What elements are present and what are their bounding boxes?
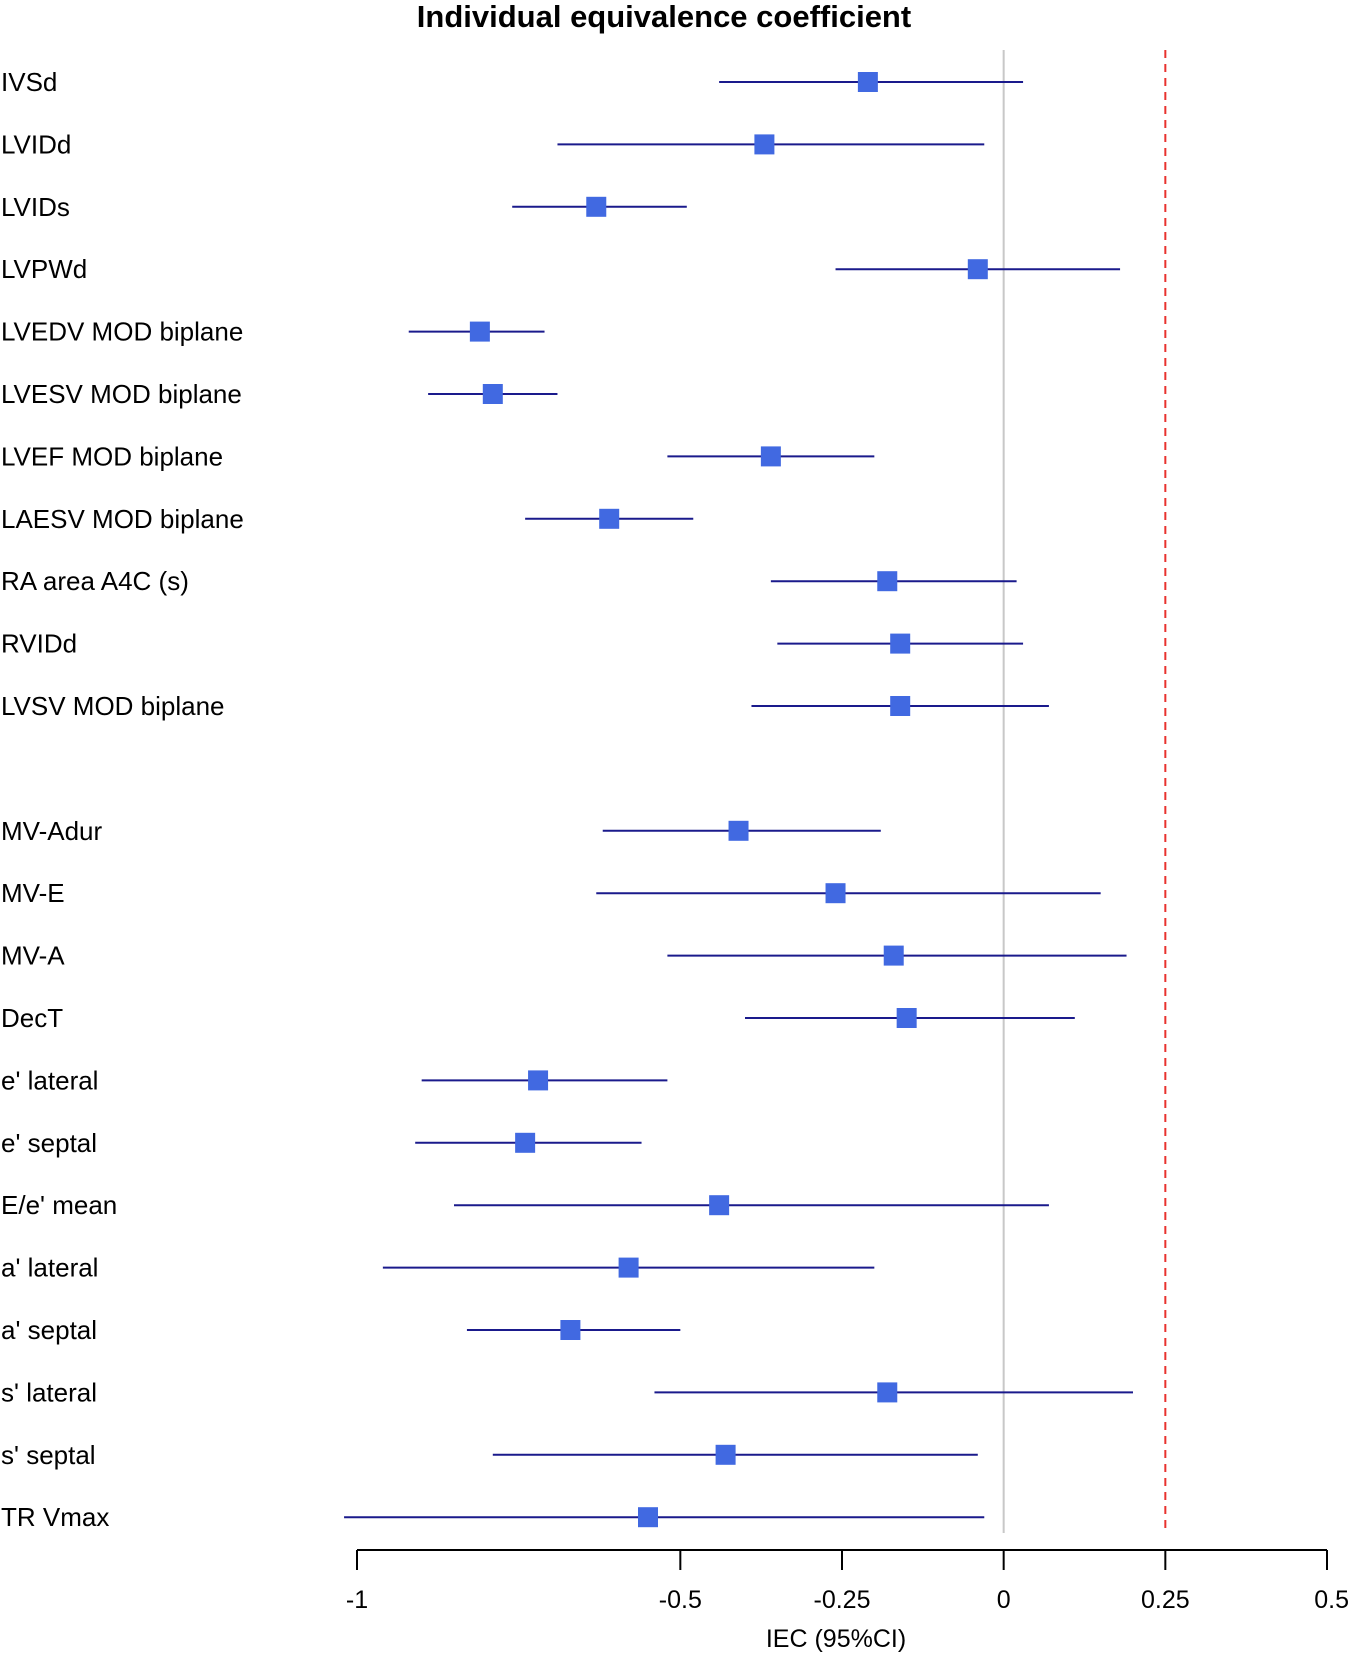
x-axis-label: IEC (95%CI) bbox=[766, 1625, 906, 1653]
row-label: LVESV MOD biplane bbox=[1, 379, 242, 409]
row-label: E/e' mean bbox=[1, 1190, 117, 1220]
estimate-marker bbox=[890, 696, 911, 716]
estimate-marker bbox=[586, 196, 607, 217]
estimate-marker bbox=[482, 384, 503, 404]
row-label: LVEF MOD biplane bbox=[1, 441, 223, 471]
estimate-marker bbox=[528, 1070, 549, 1091]
estimate-marker bbox=[728, 820, 749, 841]
estimate-marker bbox=[967, 259, 988, 280]
estimate-marker bbox=[857, 72, 878, 92]
x-tick-label: -0.25 bbox=[814, 1586, 871, 1614]
estimate-marker bbox=[638, 1507, 658, 1528]
plot-area: IVSd LVIDd LVIDs LVPWd LVEDV MOD biplane LVES… bbox=[1, 50, 1167, 1533]
estimate-marker bbox=[715, 1444, 736, 1465]
estimate-marker bbox=[883, 945, 904, 966]
estimate-marker bbox=[760, 446, 781, 467]
x-tick-label: 0.5 bbox=[1314, 1586, 1348, 1614]
estimate-marker bbox=[560, 1320, 581, 1340]
row-label: MV-Adur bbox=[1, 816, 102, 846]
estimate-marker bbox=[877, 571, 898, 592]
row-label: e' septal bbox=[1, 1128, 97, 1158]
row-label: LVEDV MOD biplane bbox=[1, 317, 243, 347]
row-label: DecT bbox=[1, 1003, 63, 1033]
x-tick-label: -0.5 bbox=[659, 1586, 702, 1614]
x-tick-label: 0.25 bbox=[1141, 1586, 1190, 1614]
x-tick-label: -1 bbox=[346, 1586, 368, 1614]
estimate-marker bbox=[825, 883, 846, 904]
row-label: e' lateral bbox=[1, 1065, 98, 1095]
row-label: IVSd bbox=[1, 67, 57, 97]
estimate-marker bbox=[709, 1195, 730, 1216]
row-label: RA area A4C (s) bbox=[1, 566, 189, 596]
row-label: LAESV MOD biplane bbox=[1, 504, 244, 534]
row-label: LVSV MOD biplane bbox=[1, 691, 225, 721]
estimate-marker bbox=[618, 1257, 639, 1278]
estimate-marker bbox=[515, 1132, 536, 1153]
estimate-marker bbox=[754, 134, 775, 155]
estimate-marker bbox=[890, 633, 911, 654]
x-axis: -1 -0.5 -0.25 0 0.25 0.5 bbox=[346, 1549, 1348, 1614]
row-label: RVIDd bbox=[1, 629, 77, 659]
row-label: TR Vmax bbox=[1, 1502, 109, 1532]
row-label: a' lateral bbox=[1, 1253, 98, 1283]
estimate-marker bbox=[469, 321, 490, 342]
estimate-marker bbox=[896, 1008, 917, 1028]
chart-title: Individual equivalence coefficient bbox=[417, 0, 911, 34]
row-label: LVIDd bbox=[1, 129, 71, 159]
row-label: LVIDs bbox=[1, 192, 70, 222]
x-tick-label: 0 bbox=[997, 1586, 1011, 1614]
row-label: a' septal bbox=[1, 1315, 97, 1345]
row-label: MV-A bbox=[1, 941, 65, 971]
row-label: MV-E bbox=[1, 878, 65, 908]
estimate-marker bbox=[599, 508, 620, 529]
row-label: LVPWd bbox=[1, 254, 87, 284]
estimate-marker bbox=[877, 1382, 898, 1403]
row-label: s' lateral bbox=[1, 1377, 97, 1407]
row-label: s' septal bbox=[1, 1440, 96, 1470]
